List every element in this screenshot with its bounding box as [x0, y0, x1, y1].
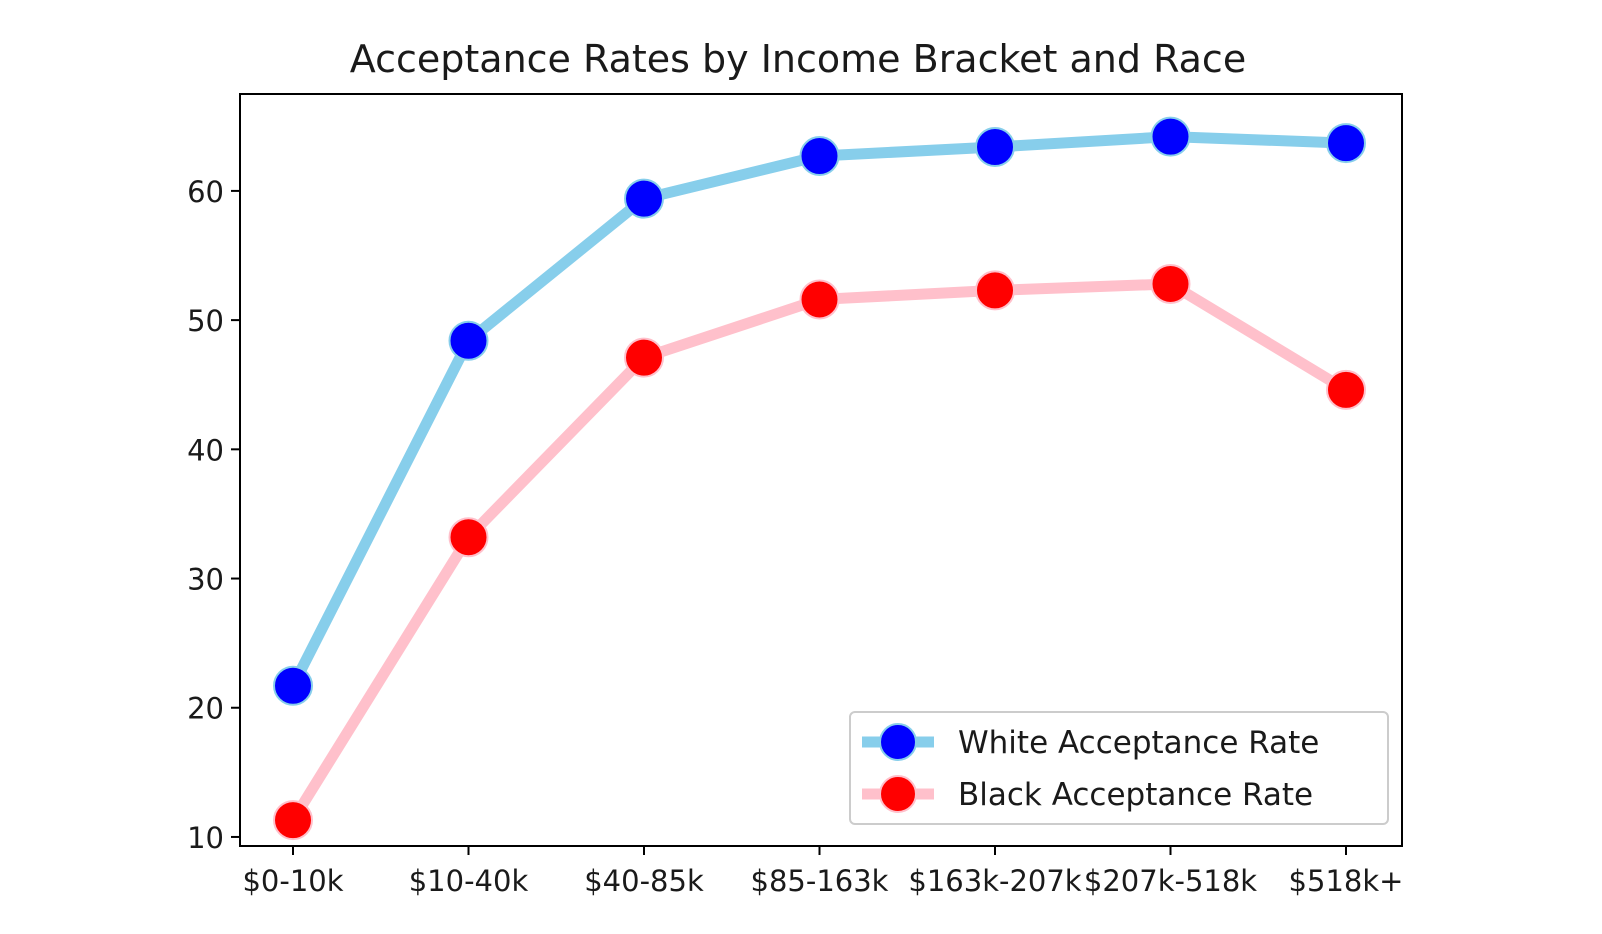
legend: White Acceptance Rate Black Acceptance Ra…	[849, 711, 1389, 825]
y-tick-label-50: 50	[187, 304, 224, 338]
legend-marker-1	[879, 775, 917, 813]
y-tick-label-30: 30	[187, 563, 224, 597]
axes-frame	[239, 93, 1403, 847]
y-tick-label-10: 10	[187, 821, 224, 855]
legend-label-0: White Acceptance Rate	[958, 725, 1319, 761]
data-point-0-4	[975, 126, 1015, 167]
data-point-0-6	[1326, 123, 1366, 164]
data-point-1-4	[975, 270, 1015, 311]
data-point-1-0	[273, 800, 313, 841]
x-tick-label-2: $40-85k	[584, 864, 704, 898]
plot-area	[273, 116, 1366, 841]
legend-label-1: Black Acceptance Rate	[958, 777, 1313, 813]
data-point-1-5	[1150, 263, 1191, 304]
data-point-0-2	[624, 178, 664, 219]
data-point-1-1	[448, 517, 489, 558]
x-axis: $0-10k $10-40k $40-85k $85-163k $163k-207k $2…	[242, 846, 1403, 898]
y-tick-label-20: 20	[187, 692, 224, 726]
data-point-1-2	[624, 337, 664, 378]
data-point-1-6	[1326, 369, 1366, 410]
y-tick-label-60: 60	[187, 175, 224, 209]
x-tick-label-0: $0-10k	[242, 864, 343, 898]
legend-box	[849, 711, 1389, 825]
x-tick-label-3: $85-163k	[751, 864, 889, 898]
data-point-1-3	[799, 279, 840, 320]
x-tick-label-6: $518k+	[1289, 864, 1404, 898]
series-line-0	[287, 131, 1352, 692]
y-axis: 10 20 30 40 50 60	[187, 175, 240, 855]
y-tick-label-40: 40	[187, 433, 224, 467]
data-point-0-1	[448, 320, 489, 361]
x-tick-label-1: $10-40k	[409, 864, 529, 898]
x-tick-label-5: $207k-518k	[1084, 864, 1257, 898]
x-tick-label-4: $163k-207k	[908, 864, 1081, 898]
data-point-0-3	[799, 136, 840, 177]
data-point-0-5	[1150, 116, 1191, 157]
data-point-0-0	[273, 665, 313, 706]
legend-marker-0	[879, 723, 917, 761]
chart-title: Acceptance Rates by Income Bracket and R…	[350, 37, 1246, 81]
